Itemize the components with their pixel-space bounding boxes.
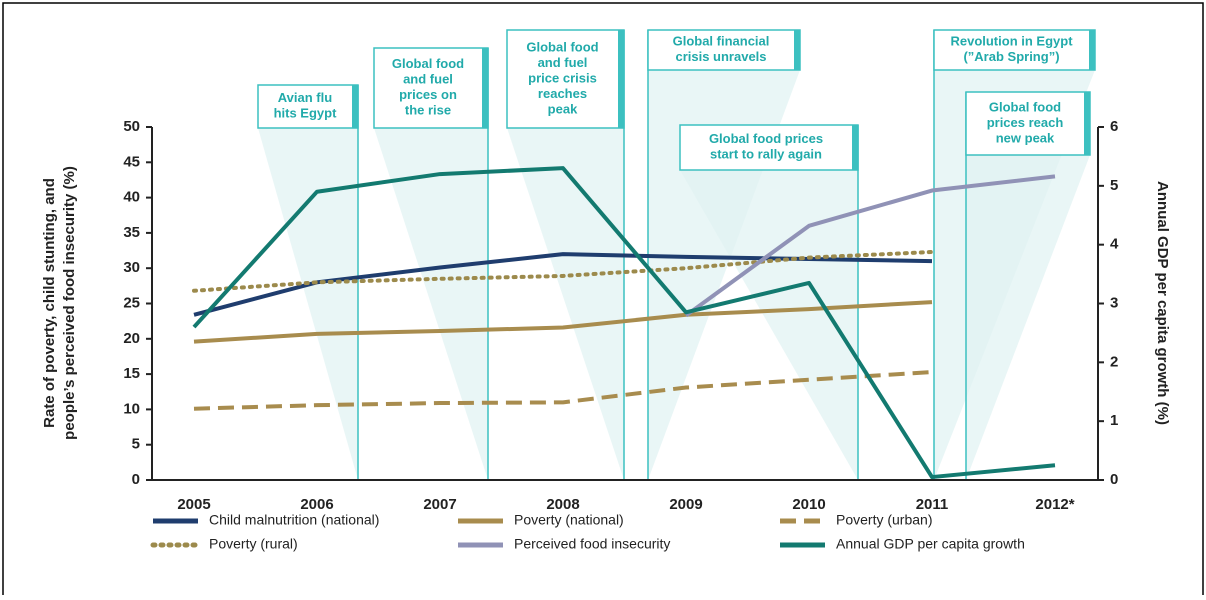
annotation-bar [352,85,358,128]
x-tick-label: 2011 [916,496,949,513]
legend-label: Child malnutrition (national) [209,512,379,528]
annotation-box [679,124,859,171]
annotation-bar [482,48,488,128]
annotation-bar [1084,92,1090,155]
annotation-text: Global financial [673,34,770,49]
annotation-text: and fuel [538,55,588,70]
annotation-text: start to rally again [710,147,822,162]
series-line [193,300,933,344]
y2-tick-label: 4 [1110,236,1119,253]
legend-label: Poverty (urban) [836,512,932,528]
annotation-bar [618,30,624,128]
legend-label: Perceived food insecurity [514,536,670,552]
y-tick-label: 30 [123,259,140,276]
series-line [684,174,1056,318]
legend-label: Poverty (rural) [209,536,298,552]
annotation-text: prices reach [987,115,1064,130]
annotation-text: reaches [538,86,587,101]
x-tick-label: 2005 [177,496,210,513]
y-tick-label: 50 [123,118,140,135]
x-tick-label: 2006 [300,496,333,513]
annotation-bar [1089,30,1095,70]
y-tick-label: 10 [123,400,140,417]
annotation-text: peak [548,101,578,116]
x-tick-label: 2007 [423,496,456,513]
y-tick-label: 45 [123,153,140,170]
y-axis-label: Rate of poverty, child stunting, and [41,178,58,428]
y-tick-label: 5 [132,436,140,453]
annotation-fan [966,155,1090,480]
annotation-bar [794,30,800,70]
annotation-box [373,47,489,129]
y-tick-label: 35 [123,224,140,241]
x-tick-label: 2010 [792,496,825,513]
y2-tick-label: 6 [1110,118,1118,135]
series-line [192,249,934,293]
y-tick-label: 40 [123,189,140,206]
annotation-text: crisis unravels [675,49,766,64]
series-line [192,166,1056,480]
annotation-text: Global food [989,99,1061,114]
annotation-text: new peak [996,130,1055,145]
annotation-text: hits Egypt [274,106,338,121]
y-tick-label: 0 [132,471,140,488]
annotation-text: and fuel [403,72,453,87]
annotation-text: Avian flu [278,90,332,105]
x-tick-label: 2008 [546,496,579,513]
annotation-text: (”Arab Spring”) [963,49,1059,64]
y-tick-label: 20 [123,330,140,347]
annotation-text: the rise [405,103,451,118]
y-tick-label: 25 [123,294,140,311]
annotation-text: Global food [392,56,464,71]
legend-label: Poverty (national) [514,512,624,528]
y2-tick-label: 2 [1110,353,1118,370]
series-line [193,369,933,411]
y2-tick-label: 3 [1110,294,1118,311]
annotation-box [257,84,359,129]
annotation-fan [374,128,488,480]
y2-tick-label: 0 [1110,471,1118,488]
annotation-box [965,91,1091,156]
annotation-text: Global food [526,39,598,54]
y2-tick-label: 5 [1110,177,1118,194]
annotation-text: Revolution in Egypt [950,34,1073,49]
annotation-fan [680,170,858,480]
annotation-bar [852,125,858,170]
annotation-fan [258,128,358,480]
annotation-text: price crisis [528,70,597,85]
x-tick-label: 2009 [669,496,702,513]
annotation-text: Global food prices [709,131,823,146]
y2-tick-label: 1 [1110,412,1118,429]
annotation-text: prices on [399,87,457,102]
y-axis-label: people’s perceived food insecurity (%) [61,166,78,440]
annotation-box [647,29,801,71]
legend-label: Annual GDP per capita growth [836,536,1025,552]
y-tick-label: 15 [123,365,140,382]
x-tick-label: 2012* [1035,496,1074,513]
annotation-box [933,29,1096,71]
y2-axis-label: Annual GDP per capita growth (%) [1154,181,1171,425]
annotation-fan [507,128,624,480]
